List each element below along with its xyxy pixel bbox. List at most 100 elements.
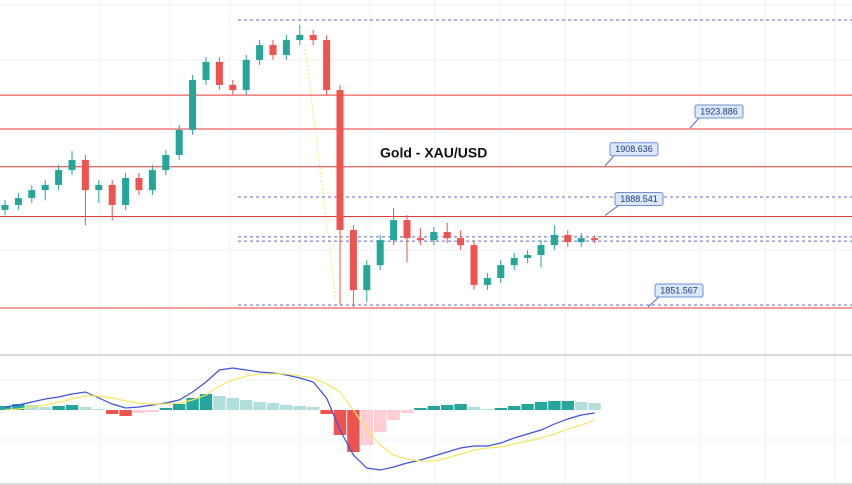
candle-body — [282, 40, 290, 55]
macd-histogram-bar — [400, 410, 414, 413]
candle-body — [457, 238, 465, 246]
macd-histogram-bar — [454, 404, 467, 410]
macd-histogram-bar — [159, 408, 172, 410]
label-box — [609, 142, 659, 157]
macd-histogram-bar — [146, 410, 159, 412]
macd-histogram-bar — [588, 403, 601, 410]
macd-histogram-bar — [374, 410, 387, 432]
macd-histogram-bar — [266, 403, 280, 410]
level-label: 1851.567 — [660, 285, 698, 295]
macd-histogram-bar — [561, 401, 574, 410]
candle-body — [296, 34, 304, 41]
macd-histogram-bar — [333, 410, 347, 435]
macd-histogram-bar — [441, 405, 454, 410]
label-arrow — [604, 154, 616, 167]
macd-histogram-bar — [414, 408, 427, 410]
macd-histogram-bar — [521, 404, 534, 410]
candle-body — [95, 184, 103, 191]
macd-histogram-bar — [508, 406, 521, 410]
signal-line — [4, 373, 595, 462]
candle-body — [510, 257, 518, 266]
candle-body — [403, 220, 411, 239]
candle-body — [28, 190, 36, 199]
macd-histogram-bar — [253, 402, 266, 410]
label-arrow — [689, 116, 701, 129]
candle-body — [376, 240, 384, 266]
candle-body — [256, 45, 264, 60]
candle-body — [470, 245, 478, 285]
candle-body — [122, 177, 130, 205]
candle-body — [416, 238, 424, 241]
macd-histogram-bar — [12, 404, 25, 410]
level-label: 1888.541 — [620, 194, 658, 204]
macd-histogram-bar — [0, 406, 12, 410]
candle-body — [175, 129, 183, 155]
candle-body — [550, 234, 558, 246]
macd-histogram-bar — [534, 402, 548, 410]
candle-body — [577, 238, 585, 243]
chart-title: Gold - XAU/USD — [380, 145, 487, 161]
macd-histogram-bar — [240, 400, 253, 410]
macd-histogram-bar — [467, 407, 481, 410]
candle-body — [524, 254, 532, 258]
macd-histogram-bar — [280, 405, 293, 410]
candle-body — [242, 59, 250, 91]
macd-histogram-bar — [119, 410, 132, 416]
candle-body — [537, 245, 545, 255]
label-box — [614, 192, 664, 207]
levels — [0, 19, 852, 309]
candle-body — [1, 204, 9, 210]
candle-body — [189, 79, 197, 130]
candle-body — [148, 170, 156, 191]
macd-histogram-bar — [360, 410, 373, 445]
macd-histogram-bar — [213, 396, 226, 410]
candle-body — [269, 45, 277, 55]
candles — [1, 24, 599, 307]
macd-histogram-bar — [132, 410, 146, 413]
macd-pane — [0, 367, 601, 471]
candle-body — [81, 159, 89, 191]
macd-histogram-bar — [79, 407, 92, 410]
candle-body — [68, 159, 76, 171]
candle-body — [430, 231, 438, 241]
level-labels: 1923.886 1908.636 1888.541 1851.567 — [604, 104, 744, 308]
macd-histogram-bar — [92, 409, 105, 410]
macd-histogram-bar — [106, 410, 119, 414]
candle-body — [591, 238, 599, 241]
candle-body — [323, 40, 331, 91]
label-box — [694, 104, 744, 119]
macd-histogram-bar — [548, 401, 561, 410]
macd-histogram-bar — [173, 404, 186, 410]
macd-histogram-bar — [39, 407, 52, 410]
macd-histogram-bar — [226, 398, 239, 410]
label-arrow — [604, 204, 621, 216]
candle-body — [215, 61, 223, 85]
candle-body — [497, 265, 505, 279]
macd-histogram-bar — [387, 410, 400, 420]
macd-histogram-bar — [494, 408, 507, 410]
candle-body — [162, 154, 170, 171]
candle-body — [55, 170, 63, 185]
candle-body — [390, 220, 398, 241]
candle-body — [135, 177, 143, 191]
macd-histogram-bar — [293, 406, 306, 410]
level-label: 1908.636 — [615, 144, 653, 154]
macd-line — [4, 367, 595, 471]
candle-body — [309, 34, 317, 41]
candle-body — [14, 198, 22, 205]
candle-body — [202, 61, 210, 80]
candle-body — [108, 184, 116, 205]
macd-histogram-bar — [199, 394, 213, 410]
candle-body — [336, 90, 344, 230]
macd-histogram-bar — [347, 410, 360, 452]
macd-histogram-bar — [481, 409, 494, 410]
label-box — [654, 283, 704, 298]
candle-body — [564, 234, 572, 243]
level-label: 1923.886 — [700, 106, 738, 116]
label-arrow — [647, 295, 661, 308]
trend-line — [304, 44, 337, 301]
candle-body — [349, 229, 357, 291]
